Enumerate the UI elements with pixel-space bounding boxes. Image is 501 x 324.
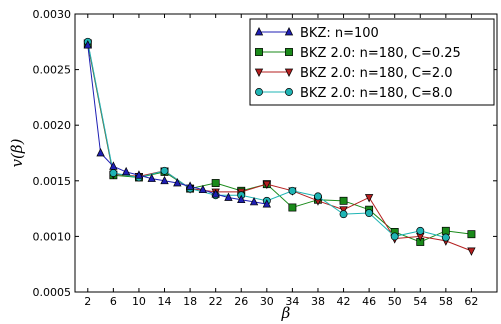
y-axis-label: v(β) [8,138,26,167]
legend-marker [285,48,293,56]
data-point [147,173,156,182]
x-tick-label: 62 [464,295,478,308]
y-tick-label: 0.0010 [33,230,72,243]
legend-marker [254,68,264,77]
x-tick-label: 30 [260,295,274,308]
data-point [390,232,399,241]
data-point [109,161,118,170]
y-tick-label: 0.0020 [33,119,72,132]
legend-label: BKZ 2.0: n=180, C=2.0 [300,66,453,81]
data-point [211,179,220,187]
legend: BKZ: n=100 BKZ 2.0: n=180, C=0.25 BKZ 2.0:… [249,18,495,106]
legend-entry: BKZ 2.0: n=180, C=0.25 [255,46,461,61]
x-tick-label: 46 [362,295,376,308]
x-tick-label: 22 [209,295,223,308]
x-tick-label: 58 [439,295,453,308]
x-axis-label: β [281,304,291,322]
data-point [288,203,297,212]
data-point [83,40,92,49]
data-point [96,148,105,157]
data-point [441,226,450,235]
data-point [237,194,246,204]
data-point [339,210,348,219]
data-point [160,166,169,175]
data-point [365,209,374,217]
x-tick-label: 42 [337,295,351,308]
legend-entry: BKZ 2.0: n=180, C=2.0 [254,66,453,81]
data-point [198,184,208,194]
data-point [262,199,271,208]
legend-marker [284,27,294,36]
legend-marker [255,48,263,56]
data-point [416,226,425,235]
legend-marker [254,27,264,36]
y-tick-label: 0.0025 [33,64,72,77]
y-tick-label: 0.0015 [33,175,72,188]
x-tick-label: 26 [234,295,248,308]
legend-label: BKZ 2.0: n=180, C=8.0 [300,86,453,101]
data-point [121,166,131,176]
data-point [160,175,169,185]
series-line [87,42,472,252]
legend-marker [284,68,294,77]
x-tick-label: 38 [311,295,325,308]
data-point [339,196,348,205]
x-tick-label: 2 [84,295,91,308]
x-tick-label: 34 [285,295,299,308]
legend-entry: BKZ: n=100 [254,26,379,41]
data-point [249,196,259,206]
data-point [224,192,233,201]
legend-entry: BKZ 2.0: n=180, C=8.0 [255,86,453,101]
legend-label: BKZ: n=100 [300,26,379,41]
data-point [185,181,195,190]
x-tick-label: 14 [158,295,172,308]
data-point [134,170,144,179]
data-point [211,189,220,198]
y-tick-label: 0.0005 [33,286,72,299]
series-layer [83,37,476,256]
data-point [441,233,450,242]
legend-marker [255,88,263,96]
data-point [467,247,476,256]
x-tick-label: 54 [413,295,427,308]
legend-label: BKZ 2.0: n=180, C=0.25 [300,46,461,61]
data-point [262,180,271,190]
x-tick-label: 18 [183,295,197,308]
axis-ticks: 2 6 10 14 18 22 26 30 34 38 42 46 50 54 58 620.00050.00… [33,8,497,308]
data-point [314,192,322,201]
series-0 [83,40,271,208]
y-tick-label: 0.0030 [33,8,72,21]
x-tick-label: 50 [388,295,402,308]
data-point [109,169,118,177]
plot-frame [74,13,498,293]
data-point [364,194,374,203]
data-point [173,178,182,187]
data-point [467,230,476,239]
data-point [288,186,297,195]
legend-marker [285,88,293,96]
x-tick-label: 10 [132,295,146,308]
x-tick-label: 6 [110,295,117,308]
